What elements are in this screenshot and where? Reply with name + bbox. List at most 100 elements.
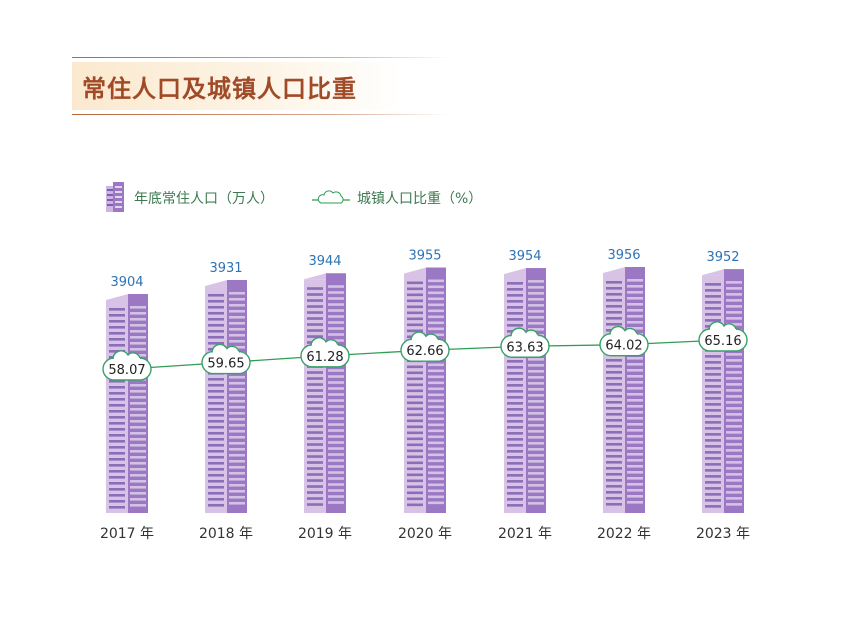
bar-window <box>229 429 245 433</box>
bar-window <box>528 286 544 289</box>
bar-window <box>705 439 721 442</box>
bar-window <box>428 465 444 469</box>
bar-window <box>307 329 323 332</box>
bar-window <box>307 425 323 428</box>
bar-window <box>428 303 444 307</box>
bar-window <box>726 449 742 452</box>
bar-window <box>428 489 444 493</box>
bar-window <box>627 459 643 462</box>
bar-window <box>130 462 146 465</box>
bar-window <box>307 491 323 494</box>
bar-window <box>627 441 643 444</box>
bar-window <box>507 426 523 429</box>
bar-window <box>606 425 622 428</box>
bar-window <box>229 435 245 439</box>
bar-window <box>328 453 344 456</box>
bar-window <box>407 323 423 327</box>
bar-window <box>507 504 523 507</box>
bar-window <box>507 318 523 321</box>
bar-window <box>726 317 742 320</box>
bar-window <box>130 408 146 411</box>
bar-window <box>407 485 423 489</box>
bar-window <box>627 453 643 456</box>
x-tick-label: 2021 年 <box>498 526 552 542</box>
title-background <box>72 62 402 110</box>
bar-window <box>130 456 146 459</box>
bar-window <box>229 405 245 409</box>
bar-window <box>109 338 125 341</box>
bar-window <box>606 443 622 446</box>
bar-window <box>528 280 544 283</box>
bar-window <box>307 455 323 458</box>
bar-window <box>726 407 742 410</box>
bar-window <box>507 432 523 435</box>
bar-window <box>208 383 224 387</box>
bar-window <box>208 407 224 411</box>
bar-window <box>130 414 146 417</box>
bar-window <box>528 382 544 385</box>
bar-window <box>208 317 224 321</box>
bar-window <box>627 399 643 402</box>
x-tick-label: 2018 年 <box>199 526 253 542</box>
bar-window <box>407 443 423 447</box>
cloud-puff <box>609 325 638 335</box>
bar-window <box>726 383 742 386</box>
bar-window <box>229 453 245 457</box>
bar-window <box>109 440 125 443</box>
bar-window <box>627 489 643 492</box>
bar-window <box>208 425 224 429</box>
bar-window <box>109 446 125 449</box>
bar-window <box>109 320 125 323</box>
bar-window <box>726 473 742 476</box>
bar-window <box>705 505 721 508</box>
bar-window <box>307 299 323 302</box>
bar-window <box>606 395 622 398</box>
bar-window <box>726 443 742 446</box>
bar-window <box>507 462 523 465</box>
bar-window <box>328 387 344 390</box>
line-series: 58.07 59.65 61.28 62.66 63.63 64.02 65.16 <box>102 321 748 381</box>
bar-window <box>328 465 344 468</box>
bar-window <box>528 376 544 379</box>
bar-window <box>726 293 742 296</box>
bar-roof <box>106 294 128 300</box>
bar-window <box>130 330 146 333</box>
bar-window <box>130 468 146 471</box>
bar-window <box>726 419 742 422</box>
bar-window <box>726 467 742 470</box>
bar-window <box>726 299 742 302</box>
bar-window <box>208 461 224 465</box>
bar-window <box>726 377 742 380</box>
bar-window <box>507 402 523 405</box>
bar-building <box>205 279 247 513</box>
bar-window <box>627 411 643 414</box>
bar-window <box>528 316 544 319</box>
bar-window <box>606 485 622 488</box>
bar-window <box>606 323 622 326</box>
bar-window <box>705 367 721 370</box>
bar-window <box>627 303 643 306</box>
bar-window <box>726 371 742 374</box>
bar-value-label: 3952 <box>706 250 739 265</box>
bar-window <box>109 434 125 437</box>
bar-window <box>507 420 523 423</box>
bar-window <box>208 329 224 333</box>
bar-window <box>507 378 523 381</box>
bar-window <box>109 470 125 473</box>
bar-building <box>106 294 148 513</box>
cloud-seam <box>114 358 140 361</box>
x-tick-label: 2019 年 <box>298 526 352 542</box>
line-value-label: 61.28 <box>306 350 343 365</box>
bar-window <box>428 321 444 325</box>
bar-window <box>507 312 523 315</box>
line-value-label: 59.65 <box>207 357 244 372</box>
bar-window <box>208 299 224 303</box>
bar-window <box>208 479 224 483</box>
bar-window <box>528 310 544 313</box>
bar-window <box>705 385 721 388</box>
bar-window <box>606 503 622 506</box>
bar-window <box>407 395 423 399</box>
bar-window <box>208 491 224 495</box>
bar-window <box>528 442 544 445</box>
